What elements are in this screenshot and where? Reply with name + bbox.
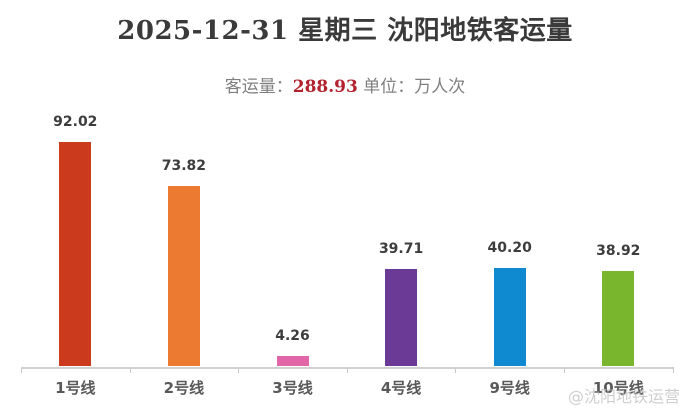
watermark: @沈阳地铁运营 [567,387,680,406]
x-axis-tick [564,367,565,373]
bar-4 [385,269,418,366]
x-axis-tick [672,367,674,373]
bar-value-label: 92.02 [53,114,98,130]
x-axis-category-label: 10号线 [592,379,644,397]
bar-3 [276,355,309,366]
bar-5 [493,268,526,366]
x-axis-category-label: 4号线 [380,379,422,397]
x-axis-category-label: 9号线 [489,379,530,397]
bar-6 [602,271,635,366]
bar-1 [59,142,92,366]
chart-subtitle: 客运量：288.93 单位：万人次 [0,72,690,97]
subtitle-unit: 单位：万人次 [357,77,466,97]
bar-value-label: 73.82 [161,158,207,175]
subtitle-prefix: 客运量： [224,77,293,97]
x-axis-tick [21,367,22,373]
x-axis-tick [129,367,131,373]
bar-value-label: 38.92 [596,243,641,260]
bar-value-label: 4.26 [275,327,310,344]
x-axis-category-label: 2号线 [163,379,205,397]
total-ridership: 288.93 [292,77,358,97]
chart-title: 2025-12-31 星期三 沈阳地铁客运量 [117,16,573,46]
x-axis-category-label: 3号线 [272,379,313,397]
x-axis-tick [455,367,457,373]
x-axis-tick [238,367,240,373]
x-axis-tick [346,367,348,373]
x-axis-category-label: 1号线 [55,379,96,397]
x-axis-line [21,367,673,369]
bar-value-label: 40.20 [487,240,532,257]
bar-value-label: 39.71 [378,241,424,258]
bar-2 [167,186,200,366]
